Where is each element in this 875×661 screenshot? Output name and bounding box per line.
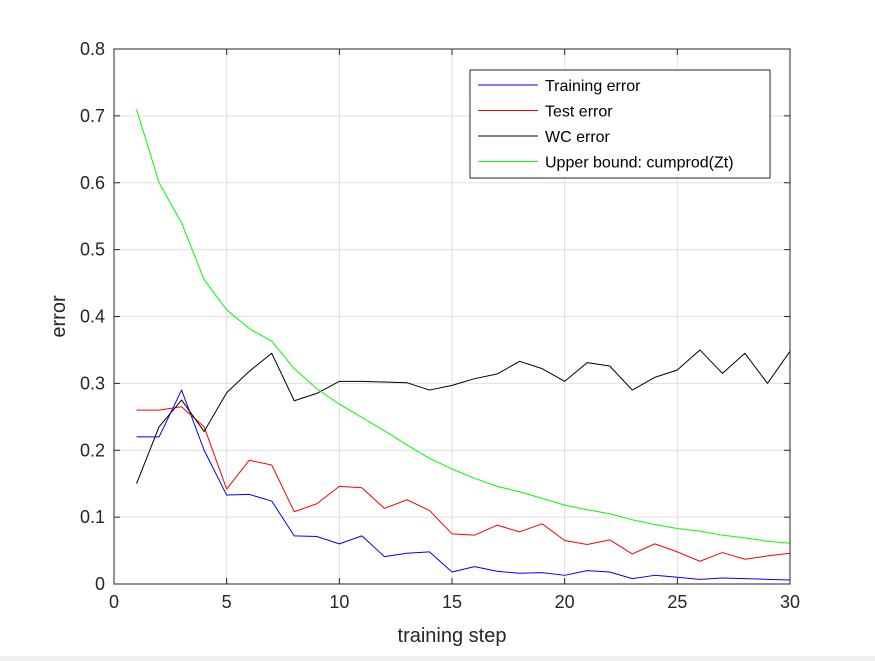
legend-box xyxy=(469,69,771,179)
series-line-2 xyxy=(136,406,791,562)
y-tick-label: 0.6 xyxy=(80,173,105,193)
y-tick-label: 0.4 xyxy=(80,307,105,327)
y-tick-label: 0.1 xyxy=(80,507,105,527)
legend-entry-label: Test error xyxy=(545,104,613,121)
y-tick-label: 0.5 xyxy=(80,240,105,260)
y-tick-label: 0.3 xyxy=(80,373,105,393)
series-line-4 xyxy=(136,109,791,544)
y-axis-label: error xyxy=(48,295,70,338)
y-tick-label: 0.2 xyxy=(80,440,105,460)
y-tick-label: 0.7 xyxy=(80,106,105,126)
y-tick-label: 0 xyxy=(95,574,105,594)
y-tick-label: 0.8 xyxy=(80,39,105,59)
legend: Training error Test error WC error Upper bo… xyxy=(469,69,771,179)
legend-entry-label: Upper bound: cumprod(Zt) xyxy=(545,155,734,172)
series-layer xyxy=(136,109,791,581)
x-tick-label: 30 xyxy=(780,592,800,612)
x-tick-label: 0 xyxy=(109,592,119,612)
x-tick-label: 25 xyxy=(667,592,687,612)
x-tick-label: 20 xyxy=(555,592,575,612)
x-tick-label: 10 xyxy=(329,592,349,612)
series-line-3 xyxy=(136,349,791,484)
x-tick-label: 15 xyxy=(442,592,462,612)
legend-entry-label: WC error xyxy=(545,129,611,146)
x-tick-label: 5 xyxy=(222,592,232,612)
legend-entry-label: Training error xyxy=(545,78,641,95)
axis-ticks: 0 5 10 15 20 25 30 0 0.1 0.2 0.3 0.4 0.5 0.6 0.7 0.8 xyxy=(80,39,800,612)
x-axis-label: training step xyxy=(398,625,507,647)
series-line-1 xyxy=(136,389,791,581)
